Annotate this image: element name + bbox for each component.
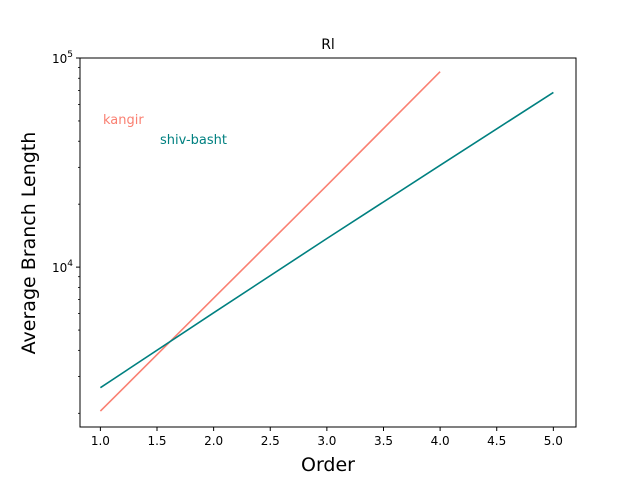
y-tick-label: 105 [52,50,73,66]
x-tick-label: 4.5 [487,434,506,448]
y-tick-label-exponent: 5 [67,50,73,60]
plot-frame [79,57,577,428]
x-tick-label: 2.5 [261,434,280,448]
x-tick-label: 1.5 [147,434,166,448]
x-tick-label: 3.0 [317,434,336,448]
series-label-shiv-basht: shiv-basht [160,133,227,148]
series-label-kangir: kangir [103,113,144,128]
y-axis-label: Average Branch Length [18,132,40,355]
x-tick-label: 3.5 [374,434,393,448]
x-tick-label: 1.0 [91,434,110,448]
x-tick-label: 2.0 [204,434,223,448]
y-tick-label: 104 [52,259,73,275]
x-tick-label: 4.0 [431,434,450,448]
y-tick-label-exponent: 4 [67,259,73,269]
series-label-layer: kangir shiv-basht [103,113,227,148]
chart-title: Rl [321,37,335,53]
series-line-kangir [99,71,441,412]
y-tick-label-base: 10 [52,261,67,275]
x-axis-ticks: 1.0 1.5 2.0 2.5 3.0 3.5 4.0 4.5 5.0 [91,427,563,448]
y-tick-label-base: 10 [52,52,67,66]
x-tick-label: 5.0 [544,434,563,448]
x-axis-label: Order [301,454,355,476]
series-layer [99,71,554,412]
series-line-shiv-basht [99,91,554,389]
